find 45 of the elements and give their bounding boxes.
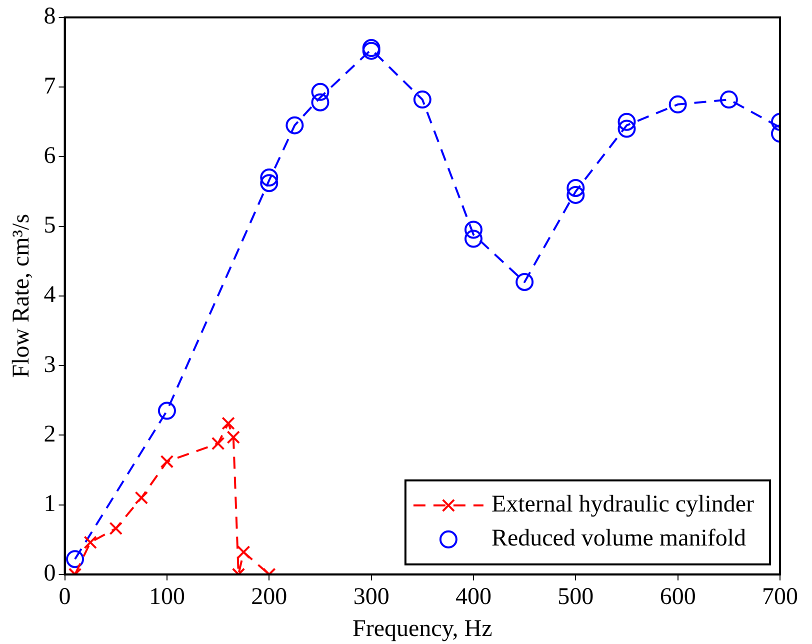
point xyxy=(160,454,174,468)
point xyxy=(226,430,240,444)
y-tick-label: 5 xyxy=(44,212,56,239)
point xyxy=(260,174,278,192)
y-tick-label: 0 xyxy=(44,560,56,587)
point xyxy=(413,90,432,109)
point xyxy=(211,436,225,450)
point xyxy=(464,230,482,248)
x-tick-label: 200 xyxy=(251,584,288,610)
x-tick-label: 500 xyxy=(558,584,594,610)
point xyxy=(286,116,304,134)
point xyxy=(311,93,330,112)
point xyxy=(311,82,330,101)
y-axis-title: Flow Rate, cm³/s xyxy=(8,214,35,378)
point xyxy=(134,491,148,504)
y-tick-label: 2 xyxy=(44,421,56,448)
point xyxy=(66,550,84,568)
point xyxy=(566,186,585,204)
y-tick-label: 3 xyxy=(44,352,56,378)
point xyxy=(618,112,636,131)
y-tick-label: 6 xyxy=(44,142,56,169)
point xyxy=(222,416,235,430)
point xyxy=(260,168,278,187)
point xyxy=(84,536,97,550)
x-tick-label: 300 xyxy=(353,584,390,610)
x-tick-label: 600 xyxy=(660,584,696,610)
point xyxy=(618,120,636,138)
y-tick-label: 8 xyxy=(44,4,56,30)
y-tick-label: 4 xyxy=(44,282,56,308)
point xyxy=(566,178,585,197)
x-axis-title: Frequency, Hz xyxy=(352,616,492,642)
point xyxy=(668,95,687,114)
x-tick-label: 700 xyxy=(762,584,798,610)
point xyxy=(158,402,176,420)
y-tick-label: 1 xyxy=(44,491,56,518)
y-tick-label: 7 xyxy=(44,73,56,100)
legend-label: Reduced volume manifold xyxy=(491,526,746,552)
point xyxy=(720,90,738,109)
point xyxy=(236,545,250,559)
x-tick-label: 400 xyxy=(455,584,492,610)
point xyxy=(464,220,482,239)
legend-label: External hydraulic cylinder xyxy=(491,492,754,518)
point xyxy=(516,272,534,291)
x-tick-label: 100 xyxy=(148,584,185,610)
point xyxy=(109,522,123,536)
